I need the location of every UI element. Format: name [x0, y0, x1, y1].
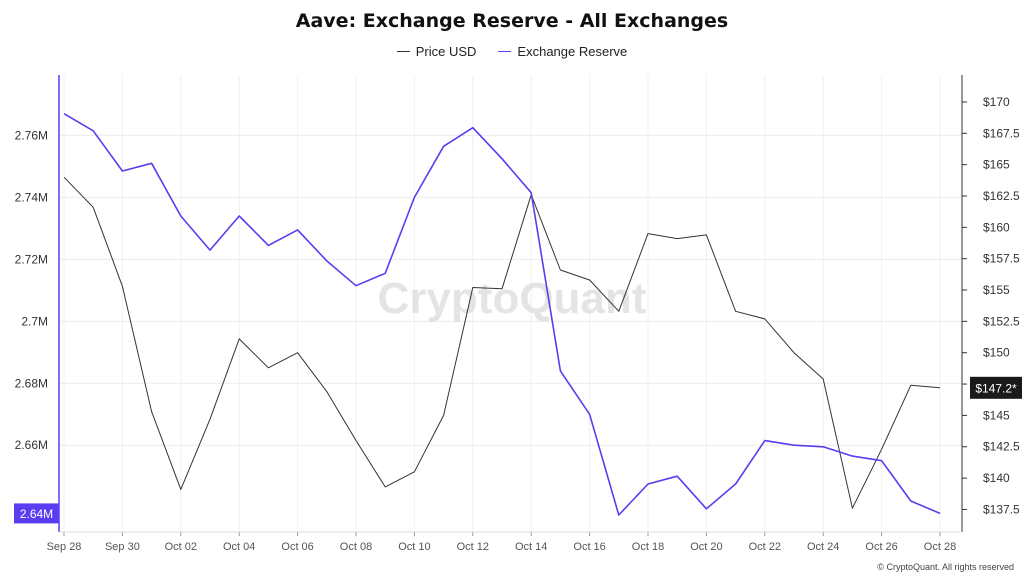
- x-tick-label: Oct 28: [924, 541, 956, 553]
- legend-item-reserve[interactable]: Exchange Reserve: [498, 44, 627, 59]
- y-left-tick-label: 2.7M: [21, 314, 48, 328]
- x-tick-label: Oct 14: [515, 541, 547, 553]
- badges: 2.64M $147.2*: [14, 376, 1022, 524]
- right-value-badge: [970, 376, 1022, 399]
- y-right-tick-label: $145: [983, 408, 1010, 422]
- y-right-tick-label: $155: [983, 283, 1010, 297]
- legend-swatch-price: [396, 51, 410, 52]
- legend-swatch-reserve: [498, 51, 512, 52]
- y-left-tick-label: 2.76M: [15, 128, 48, 142]
- legend: Price USD Exchange Reserve: [0, 44, 1024, 59]
- x-tick-label: Oct 24: [807, 541, 839, 553]
- series: [63, 113, 941, 516]
- x-tick-label: Oct 08: [340, 541, 372, 553]
- x-tick-label: Sep 28: [47, 541, 82, 553]
- y-right-tick-label: $170: [983, 95, 1010, 109]
- y-right-tick-label: $165: [983, 158, 1010, 172]
- y-right-tick-label: $142.5: [983, 440, 1020, 454]
- left-value-badge: [14, 503, 59, 524]
- y-right-tick-label: $150: [983, 346, 1010, 360]
- x-tick-label: Oct 10: [398, 541, 430, 553]
- x-tick-label: Oct 26: [865, 541, 897, 553]
- axes: 2.66M 2.68M 2.7M 2.72M 2.74M 2.76M $137.5 $140 $…: [15, 75, 1020, 553]
- x-tick-label: Oct 16: [573, 541, 605, 553]
- x-tick-label: Oct 04: [223, 541, 255, 553]
- y-left-tick-label: 2.66M: [15, 438, 48, 452]
- y-right-tick-label: $167.5: [983, 126, 1020, 140]
- y-right-tick-label: $152.5: [983, 314, 1020, 328]
- x-tick-label: Oct 06: [281, 541, 313, 553]
- watermark: CryptoQuant: [378, 274, 647, 323]
- x-tick-label: Oct 20: [690, 541, 722, 553]
- y-right-tick-label: $140: [983, 471, 1010, 485]
- x-tick-label: Oct 18: [632, 541, 664, 553]
- y-left-tick-label: 2.74M: [15, 190, 48, 204]
- y-right-tick-label: $137.5: [983, 502, 1020, 516]
- y-left-tick-label: 2.68M: [15, 376, 48, 390]
- series-line-exchange-reserve: [63, 113, 941, 516]
- left-value-badge-label: 2.64M: [20, 507, 53, 521]
- x-tick-label: Sep 30: [105, 541, 140, 553]
- legend-label-reserve: Exchange Reserve: [517, 44, 628, 59]
- y-right-tick-label: $162.5: [983, 189, 1020, 203]
- right-value-badge-label: $147.2*: [975, 381, 1017, 395]
- chart-title: Aave: Exchange Reserve - All Exchanges: [295, 10, 729, 32]
- x-tick-label: Oct 02: [165, 541, 197, 553]
- x-tick-label: Oct 22: [749, 541, 781, 553]
- legend-label-price: Price USD: [415, 44, 477, 59]
- y-right-tick-label: $157.5: [983, 252, 1020, 266]
- series-line-price-usd: [63, 176, 941, 509]
- x-tick-label: Oct 12: [457, 541, 489, 553]
- y-right-tick-label: $160: [983, 220, 1010, 234]
- grid: [59, 75, 962, 532]
- legend-item-price[interactable]: Price USD: [396, 44, 477, 59]
- y-left-tick-label: 2.72M: [15, 252, 48, 266]
- copyright-footer: © CryptoQuant. All rights reserved: [877, 562, 1014, 572]
